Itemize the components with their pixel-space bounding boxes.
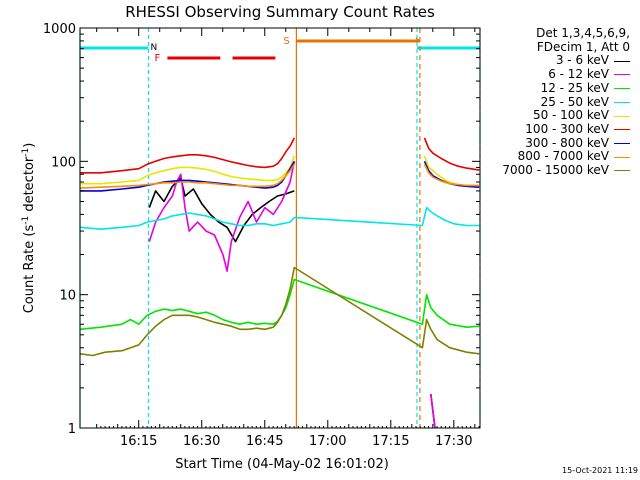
legend-label: 300 - 800 keV <box>525 135 609 150</box>
legend-label: 800 - 7000 keV <box>517 149 609 164</box>
series-line-5-0 <box>80 137 296 174</box>
night-marker-label: N <box>150 43 157 53</box>
y-axis-label: Count Rate (s-1 detector-1) <box>21 143 37 314</box>
series-line-3-0 <box>79 206 480 230</box>
series-line-2-0 <box>79 278 480 331</box>
legend-item-5: 100 - 300 keV <box>502 121 630 137</box>
legend-swatch <box>614 60 630 62</box>
axes: 1 10 100 1000 16:15 16:30 16:45 17:00 17:15 17:30 <box>43 22 481 449</box>
legend-header-detectors: Det 1,3,4,5,6,9, <box>536 26 630 40</box>
series-line-1-1 <box>430 393 436 429</box>
plot-area <box>80 28 480 428</box>
legend-label: 100 - 300 keV <box>525 121 609 136</box>
x-tick-label: 16:15 <box>120 434 157 449</box>
legend-swatch <box>614 142 630 144</box>
flare-marker-label: F <box>154 53 160 64</box>
y-tick-label: 1 <box>68 422 76 437</box>
series-line-4-0 <box>80 155 296 185</box>
series-line-1-0 <box>148 161 296 272</box>
legend-label: 6 - 12 keV <box>548 67 609 82</box>
chart-title: RHESSI Observing Summary Count Rates <box>125 3 435 21</box>
x-tick-label: 17:00 <box>309 434 346 449</box>
time-markers: N S F <box>79 28 481 428</box>
legend-label: 25 - 50 keV <box>540 94 609 109</box>
series-line-6-0 <box>80 160 295 192</box>
legend-swatch <box>614 129 630 131</box>
legend-item-4: 50 - 100 keV <box>502 109 630 123</box>
x-tick-label: 16:30 <box>183 434 220 449</box>
x-tick-label: 17:15 <box>372 434 409 449</box>
x-tick-label: 16:45 <box>246 434 283 449</box>
legend-header-decimation: FDecim 1, Att 0 <box>536 39 630 54</box>
series-2 <box>79 278 480 331</box>
legend-swatch <box>614 156 630 158</box>
series-line-7-1 <box>423 163 480 187</box>
y-tick-label: 100 <box>51 155 76 170</box>
series-1 <box>148 161 436 429</box>
series-3 <box>79 206 480 230</box>
generation-timestamp: 15-Oct-2021 11:19 <box>562 466 638 475</box>
legend-item-6: 300 - 800 keV <box>502 135 630 151</box>
series-7 <box>79 163 480 189</box>
series-5 <box>80 137 480 174</box>
legend-swatch <box>614 88 630 90</box>
legend-item-2: 12 - 25 keV <box>502 80 630 96</box>
series-line-7-0 <box>79 163 295 189</box>
y-tick-label: 10 <box>59 289 76 304</box>
y-tick-label: 1000 <box>43 22 76 37</box>
plot-background <box>80 28 480 428</box>
series-layer <box>79 137 480 429</box>
x-axis-label: Start Time (04-May-02 16:01:02) <box>175 457 389 472</box>
legend-swatch <box>614 74 630 76</box>
legend-item-1: 6 - 12 keV <box>502 67 630 82</box>
legend-item-0: 3 - 6 keV <box>502 54 630 68</box>
series-line-8-0 <box>79 266 480 357</box>
saa-arrow <box>415 37 421 42</box>
legend-swatch <box>614 115 630 117</box>
legend-item-3: 25 - 50 keV <box>502 94 630 110</box>
legend-label: 12 - 25 keV <box>540 80 609 95</box>
legend-swatch <box>614 101 630 103</box>
legend-item-7: 800 - 7000 keV <box>502 150 630 164</box>
legend-item-8: 7000 - 15000 keV <box>502 163 630 178</box>
legend: Det 1,3,4,5,6,9, FDecim 1, Att 0 3 - 6 k… <box>502 26 630 178</box>
plot-frame <box>79 27 481 429</box>
legend-label: 7000 - 15000 keV <box>502 163 609 178</box>
saa-marker-label: S <box>283 36 289 47</box>
x-tick-label: 17:30 <box>435 434 472 449</box>
legend-items: 3 - 6 keV 6 - 12 keV 12 - 25 keV 25 - 50 ke… <box>502 54 630 177</box>
legend-swatch <box>614 170 630 172</box>
series-line-5-1 <box>423 137 480 171</box>
series-8 <box>79 266 480 357</box>
legend-label: 50 - 100 keV <box>532 108 609 123</box>
legend-label: 3 - 6 keV <box>555 53 609 68</box>
series-line-0-0 <box>148 177 295 243</box>
